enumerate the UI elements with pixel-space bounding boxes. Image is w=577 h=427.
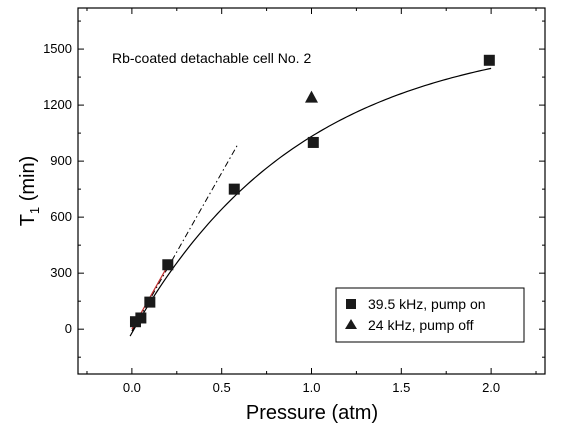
chart-annotation: Rb-coated detachable cell No. 2 [112,50,311,66]
y-axis-title: T1 (min) [17,156,42,227]
legend-marker-square [346,299,356,309]
x-tick-label: 1.0 [302,380,320,395]
x-tick-label: 1.5 [392,380,410,395]
data-point-square [144,296,156,308]
y-axis-title-main: T [17,214,39,226]
y-tick-label: 1500 [43,41,72,56]
y-axis-title-unit: (min) [17,156,39,207]
legend-marker-triangle [345,319,357,329]
y-tick-label: 0 [65,321,72,336]
dash-dot-fit-line [131,144,239,332]
data-point-triangle [305,90,318,103]
y-tick-label: 300 [50,265,72,280]
x-tick-label: 0.5 [213,380,231,395]
data-point-square [228,183,240,195]
legend-label-series-2: 24 kHz, pump off [368,317,474,333]
data-point-square [162,259,174,271]
data-point-square [135,312,147,324]
y-tick-label: 600 [50,209,72,224]
axis-ticks: 0.0 0.5 1.0 1.5 2.0 0 300 600 900 1200 1500 [43,8,545,395]
y-tick-label: 900 [50,153,72,168]
legend: 39.5 kHz, pump on 24 kHz, pump off [335,287,525,343]
x-tick-label: 0.0 [123,380,141,395]
data-point-square [307,136,319,148]
legend-label-series-1: 39.5 kHz, pump on [368,296,486,312]
data-points [129,54,495,328]
x-axis-title: Pressure (atm) [246,402,378,424]
legend-box [335,287,525,343]
x-tick-label: 2.0 [482,380,500,395]
y-tick-label: 1200 [43,97,72,112]
data-point-square [483,54,495,66]
y-axis-title-sub: 1 [27,207,42,214]
